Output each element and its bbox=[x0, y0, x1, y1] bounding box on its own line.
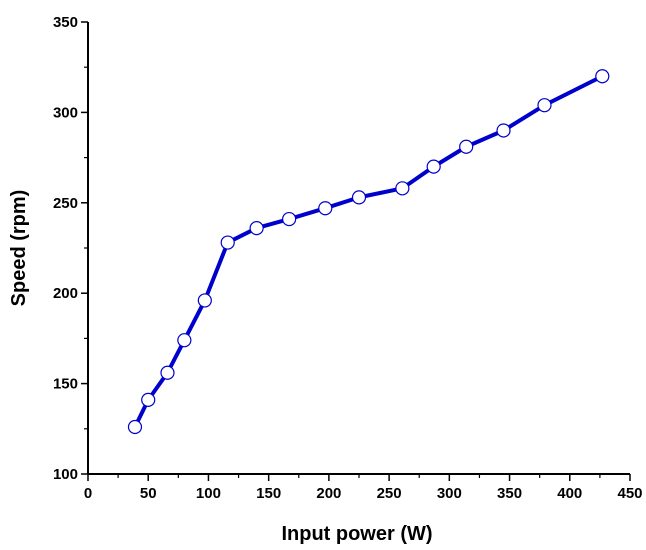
data-point bbox=[496, 123, 511, 138]
x-tick-label: 50 bbox=[140, 485, 157, 502]
x-axis-title: Input power (W) bbox=[281, 523, 432, 545]
x-tick-label: 400 bbox=[557, 485, 582, 502]
x-tick-label: 150 bbox=[256, 485, 281, 502]
x-tick-label: 350 bbox=[497, 485, 522, 502]
y-axis-ticks: 100 150 200 250 300 350 bbox=[53, 14, 88, 483]
data-point bbox=[197, 293, 212, 308]
y-tick-label: 300 bbox=[53, 104, 78, 121]
y-tick-label: 150 bbox=[53, 376, 78, 393]
data-point bbox=[351, 190, 367, 205]
series-layer bbox=[127, 69, 610, 435]
data-point bbox=[282, 211, 297, 227]
data-point bbox=[249, 221, 264, 236]
data-point bbox=[426, 159, 441, 174]
data-point bbox=[395, 181, 410, 196]
y-tick-label: 350 bbox=[53, 14, 78, 31]
axes bbox=[87, 22, 630, 475]
x-tick-label: 300 bbox=[437, 485, 462, 502]
data-point bbox=[220, 235, 235, 250]
data-point bbox=[459, 139, 474, 154]
x-axis-ticks: 0 50 100 150 200 250 300 350 400 450 bbox=[84, 474, 643, 502]
data-point bbox=[141, 392, 156, 407]
y-axis-title: Speed (rpm) bbox=[8, 190, 30, 307]
x-tick-label: 0 bbox=[84, 485, 92, 502]
x-tick-label: 100 bbox=[196, 485, 221, 502]
data-point bbox=[537, 98, 552, 113]
y-tick-label: 200 bbox=[53, 285, 78, 302]
data-point bbox=[318, 201, 333, 216]
series-line bbox=[132, 74, 605, 429]
y-tick-label: 100 bbox=[53, 466, 78, 483]
data-point bbox=[177, 333, 192, 348]
data-point bbox=[595, 69, 610, 84]
data-point bbox=[160, 365, 175, 380]
y-tick-label: 250 bbox=[53, 195, 78, 212]
x-tick-label: 450 bbox=[617, 485, 642, 502]
data-point bbox=[127, 419, 143, 435]
x-tick-label: 250 bbox=[377, 485, 402, 502]
x-tick-label: 200 bbox=[316, 485, 341, 502]
